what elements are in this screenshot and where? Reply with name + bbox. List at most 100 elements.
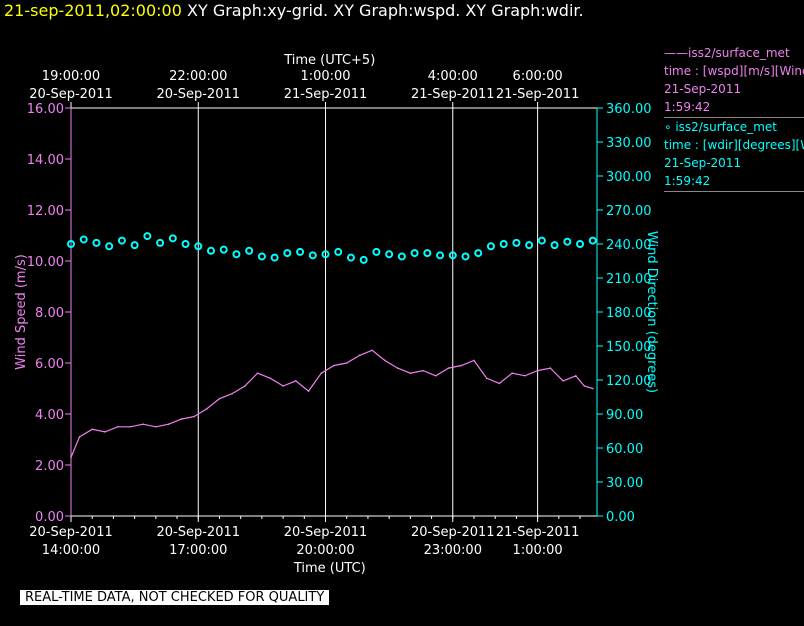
wdir-point-19 bbox=[308, 251, 317, 260]
x-tick-top-time-2: 1:00:00 bbox=[300, 69, 350, 84]
x-tick-bottom-time-1: 17:00:00 bbox=[169, 543, 227, 558]
wspd-point-39 bbox=[562, 380, 564, 382]
wspd-point-28 bbox=[422, 369, 424, 372]
wdir-point-8 bbox=[168, 234, 177, 243]
legend-entry-wdir: ∘ iss2/surface_met time : [wdir][degrees… bbox=[664, 118, 804, 192]
legend-entry-wspd: ——iss2/surface_met time : [wspd][m/s][Wi… bbox=[664, 44, 804, 118]
y-tick-right-label-4: 120.00 bbox=[606, 374, 652, 389]
wdir-point-0 bbox=[67, 240, 75, 248]
wspd-point-35 bbox=[511, 372, 513, 375]
x-tick-top-time-0: 19:00:00 bbox=[42, 69, 100, 84]
wdir-point-29 bbox=[436, 251, 445, 260]
y-tick-right-label-5: 150.00 bbox=[606, 340, 652, 355]
wspd-point-11 bbox=[205, 408, 208, 410]
wdir-point-36 bbox=[525, 241, 534, 250]
wspd-point-33 bbox=[485, 377, 488, 380]
x-tick-top-time-3: 4:00:00 bbox=[428, 69, 478, 84]
header-date: 21-sep-2011,02:00:00 bbox=[4, 1, 182, 20]
wdir-point-33 bbox=[486, 242, 495, 251]
x-tick-bottom-date-3: 20-Sep-2011 bbox=[411, 525, 495, 540]
legend: ——iss2/surface_met time : [wspd][m/s][Wi… bbox=[664, 44, 804, 192]
legend-wspd-line1: ——iss2/surface_met bbox=[664, 46, 790, 60]
x-tick-bottom-date-1: 20-Sep-2011 bbox=[157, 525, 241, 540]
x-tick-bottom-date-4: 21-Sep-2011 bbox=[496, 525, 580, 540]
legend-wdir-line4: 1:59:42 bbox=[664, 174, 711, 188]
y-tick-right-label-11: 330.00 bbox=[606, 136, 652, 151]
legend-wspd-line2: time : [wspd][m/s][Wind bbox=[664, 64, 804, 78]
x-tick-bottom-time-2: 20:00:00 bbox=[296, 543, 354, 558]
wspd-point-19 bbox=[307, 390, 310, 392]
y-tick-right-label-9: 270.00 bbox=[606, 204, 652, 219]
wspd-point-41 bbox=[583, 385, 586, 387]
wdir-point-27 bbox=[410, 249, 419, 258]
wdir-point-37 bbox=[537, 236, 546, 245]
wdir-point-14 bbox=[245, 246, 254, 255]
wspd-point-23 bbox=[358, 354, 361, 357]
wspd-point-15 bbox=[256, 372, 259, 375]
wdir-point-2 bbox=[92, 238, 101, 247]
x-tick-top-date-1: 20-Sep-2011 bbox=[157, 87, 241, 102]
legend-wspd-line4: 1:59:42 bbox=[664, 100, 711, 114]
wspd-point-22 bbox=[345, 362, 348, 364]
wspd-point-16 bbox=[269, 377, 272, 380]
y-tick-right-label-1: 30.00 bbox=[606, 476, 643, 491]
wdir-point-4 bbox=[117, 236, 126, 245]
wdir-point-6 bbox=[143, 232, 152, 241]
wspd-point-12 bbox=[218, 397, 221, 400]
x-tick-bottom-date-2: 20-Sep-2011 bbox=[284, 525, 368, 540]
y-tick-right-label-7: 210.00 bbox=[606, 272, 652, 287]
wdir-point-39 bbox=[563, 237, 572, 246]
wspd-point-1 bbox=[78, 436, 81, 438]
wspd-point-14 bbox=[244, 385, 246, 387]
wspd-point-13 bbox=[231, 392, 233, 395]
wspd-series-line bbox=[70, 349, 593, 458]
y-axis-left-label: Wind Speed (m/s) bbox=[14, 254, 29, 370]
wspd-point-4 bbox=[116, 425, 119, 428]
wdir-point-18 bbox=[296, 247, 305, 256]
legend-wdir-line2: time : [wdir][degrees][W bbox=[664, 138, 804, 152]
wspd-point-18 bbox=[295, 380, 297, 382]
wdir-point-34 bbox=[499, 240, 508, 248]
y-tick-right-label-0: 0.00 bbox=[606, 510, 635, 525]
legend-wdir-line1: ∘ iss2/surface_met bbox=[664, 120, 777, 134]
wspd-point-36 bbox=[524, 374, 526, 377]
y-tick-left-label-4: 8.00 bbox=[35, 306, 64, 321]
legend-wdir-line3: 21-Sep-2011 bbox=[664, 156, 742, 170]
wdir-point-21 bbox=[334, 247, 343, 256]
wdir-point-23 bbox=[359, 255, 368, 264]
wspd-point-27 bbox=[409, 372, 412, 375]
x-tick-bottom-date-0: 20-Sep-2011 bbox=[29, 525, 113, 540]
x-axis-top-label: Time (UTC+5) bbox=[283, 53, 375, 68]
wspd-point-2 bbox=[91, 428, 94, 431]
wspd-point-20 bbox=[320, 372, 323, 375]
wdir-point-11 bbox=[206, 246, 215, 255]
y-tick-left-label-3: 6.00 bbox=[35, 357, 64, 372]
wspd-point-29 bbox=[435, 374, 437, 377]
y-tick-left-label-0: 0.00 bbox=[35, 510, 64, 525]
wdir-point-31 bbox=[461, 252, 470, 261]
wdir-point-35 bbox=[512, 238, 521, 247]
wdir-point-1 bbox=[79, 235, 88, 244]
x-axis-bottom-label: Time (UTC) bbox=[293, 561, 366, 576]
y-tick-left-label-7: 14.00 bbox=[27, 153, 64, 168]
y-tick-right-label-8: 240.00 bbox=[606, 238, 652, 253]
header-titles: XY Graph:xy-grid. XY Graph:wspd. XY Grap… bbox=[187, 1, 584, 20]
wdir-point-40 bbox=[576, 240, 585, 248]
x-tick-top-time-4: 6:00:00 bbox=[513, 69, 563, 84]
x-tick-top-date-0: 20-Sep-2011 bbox=[29, 87, 113, 102]
wspd-point-38 bbox=[549, 367, 552, 369]
wspd-point-7 bbox=[155, 425, 157, 428]
wspd-point-26 bbox=[396, 367, 399, 369]
y-tick-left-label-6: 12.00 bbox=[27, 204, 64, 219]
wspd-point-34 bbox=[498, 382, 501, 385]
graph-header: 21-sep-2011,02:00:00 XY Graph:xy-grid. X… bbox=[4, 1, 584, 20]
wdir-point-13 bbox=[232, 250, 241, 259]
y-tick-left-label-8: 16.00 bbox=[27, 102, 64, 117]
wspd-point-25 bbox=[384, 359, 386, 362]
wdir-point-10 bbox=[194, 242, 203, 251]
y-axis-right-label: Wind Direction (degrees) bbox=[644, 231, 659, 393]
y-tick-right-label-2: 60.00 bbox=[606, 442, 643, 457]
wspd-point-5 bbox=[129, 425, 132, 428]
y-tick-left-label-5: 10.00 bbox=[27, 255, 64, 270]
